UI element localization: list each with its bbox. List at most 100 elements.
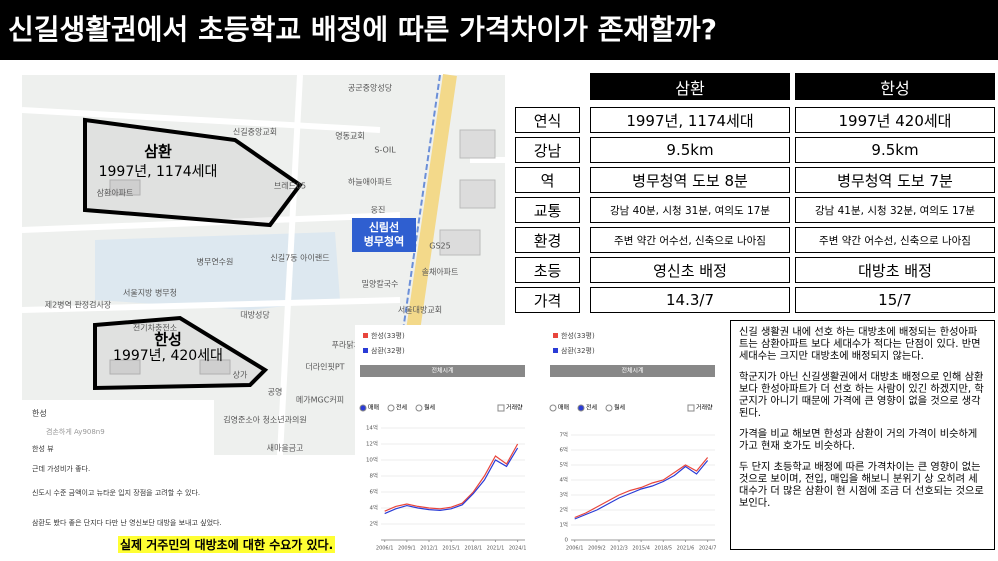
table-cell: 15/7	[795, 287, 995, 313]
radio-label: 전세	[586, 404, 597, 412]
legend-swatch	[363, 348, 368, 353]
map-label: 서울대방교회	[398, 305, 442, 315]
legend-swatch	[553, 333, 558, 338]
building	[439, 229, 481, 256]
chart-panel	[355, 325, 530, 555]
y-tick-label: 3억	[559, 491, 568, 499]
row-label: 역	[515, 167, 580, 193]
legend-label: 삼환(32평)	[561, 346, 595, 355]
radio	[549, 404, 557, 412]
table-cell: 주변 약간 어수선, 신축으로 나아짐	[590, 227, 790, 253]
area-boundary	[93, 315, 269, 391]
checkbox	[497, 404, 505, 412]
road	[21, 107, 381, 133]
table-cell: 9.5km	[795, 137, 995, 163]
station-label: 신림선	[369, 220, 399, 234]
y-tick-label: 12억	[366, 440, 378, 448]
period-label: 전체시계	[621, 367, 643, 375]
highlight-text: 실제 거주민의 대방초에 대한 수요가 있다.	[118, 536, 336, 553]
price-line	[384, 447, 519, 515]
price-line	[574, 457, 709, 519]
map-label: 김영준소아 청소년과의원	[223, 415, 307, 425]
review-tag: 한성 뷰	[32, 445, 54, 453]
table-cell: 1997년 420세대	[795, 107, 995, 133]
map-label: 상가	[233, 370, 248, 380]
building	[459, 129, 496, 159]
row-label: 강남	[515, 137, 580, 163]
row-label: 연식	[515, 107, 580, 133]
map-label: 전기차충전소	[133, 323, 177, 333]
table-cell: 병무청역 도보 8분	[590, 167, 790, 193]
row-label: 교통	[515, 197, 580, 223]
map-label: 솔채아파트	[422, 267, 459, 277]
y-tick-label: 6억	[369, 488, 378, 496]
review-title: 한성	[32, 409, 47, 418]
road	[21, 297, 401, 313]
map-label: 푸라닭치킨	[332, 340, 369, 350]
review-line: 삼환도 봤다 좋은 단지다 다만 난 영신보단 대방을 보내고 싶었다.	[32, 519, 222, 527]
radio-label: 월세	[424, 404, 435, 412]
x-tick-label: 2015/4	[632, 546, 650, 552]
map-label: S-OIL	[374, 146, 396, 155]
x-tick-label: 2006/1	[566, 546, 584, 552]
legend-swatch	[363, 333, 368, 338]
map-label: GS25	[429, 242, 450, 251]
table-cell: 주변 약간 어수선, 신축으로 나아짐	[795, 227, 995, 253]
map-label: 공영	[268, 387, 283, 397]
checkbox	[687, 404, 695, 412]
slide-title: 신길생활권에서 초등학교 배정에 따른 가격차이가 존재할까?	[0, 0, 998, 60]
road	[21, 212, 401, 233]
y-tick-label: 5억	[559, 461, 568, 469]
x-tick-label: 2021/6	[677, 546, 695, 552]
road	[277, 74, 303, 456]
x-tick-label: 2024/7	[699, 546, 717, 552]
map-label: 영동교회	[335, 131, 364, 141]
x-tick-label: 2018/5	[655, 546, 673, 552]
x-tick-label: 2009/1	[398, 546, 416, 552]
note-paragraph: 두 단지 초등학교 배정에 따른 가격차이는 큰 영향이 없는 것으로 보이며,…	[739, 462, 984, 509]
y-tick-label: 7억	[559, 431, 568, 439]
map-label: 밀양칼국수	[362, 280, 399, 289]
table-cell: 9.5km	[590, 137, 790, 163]
table-cell: 강남 41분, 시청 32분, 여의도 17분	[795, 197, 995, 223]
x-tick-label: 2024/1	[509, 546, 527, 552]
map-label: 병무연수원	[197, 258, 234, 267]
note-paragraph: 학군지가 아닌 신길생활권에서 대방초 배정으로 인해 삼환보다 한성아파트가 …	[739, 372, 984, 419]
review-line: 근데 가성비가 좋다.	[32, 465, 91, 473]
price-line	[574, 460, 709, 520]
legend-label: 한성(33평)	[561, 331, 595, 340]
radio-label: 매매	[558, 404, 569, 412]
area-info: 1997년, 420세대	[113, 348, 223, 364]
y-tick-label: 2억	[559, 506, 568, 514]
park-area	[95, 232, 340, 310]
area-info: 1997년, 1174세대	[99, 164, 218, 180]
table-cell: 1997년, 1174세대	[590, 107, 790, 133]
legend-label: 한성(33평)	[371, 331, 405, 340]
radio	[577, 404, 585, 412]
radio	[415, 404, 423, 412]
radio	[605, 404, 613, 412]
map-label: 웅진	[371, 205, 386, 215]
map-label: 대방성당	[240, 310, 270, 320]
y-tick-label: 4억	[369, 504, 378, 512]
area-boundary	[83, 117, 303, 228]
y-tick-label: 2억	[369, 520, 378, 528]
table-cell: 강남 40분, 시청 31분, 여의도 17분	[590, 197, 790, 223]
map-label: 하늘애아파트	[348, 177, 392, 187]
legend-swatch	[553, 348, 558, 353]
buildings	[109, 129, 496, 375]
row-label: 가격	[515, 287, 580, 313]
building	[459, 179, 496, 209]
checkbox-label: 거래량	[696, 404, 713, 412]
row-label: 환경	[515, 227, 580, 253]
station-label: 병무청역	[364, 234, 404, 248]
table-cell: 영신초 배정	[590, 257, 790, 283]
map-label: 브레드05	[274, 182, 306, 191]
period-bar	[360, 365, 525, 377]
y-tick-label: 6억	[559, 446, 568, 454]
map-label: 제2병역 판정검사장	[45, 300, 112, 310]
review-user: 겸손하게 Ay908n9	[46, 428, 105, 436]
y-tick-label: 0	[565, 538, 569, 544]
